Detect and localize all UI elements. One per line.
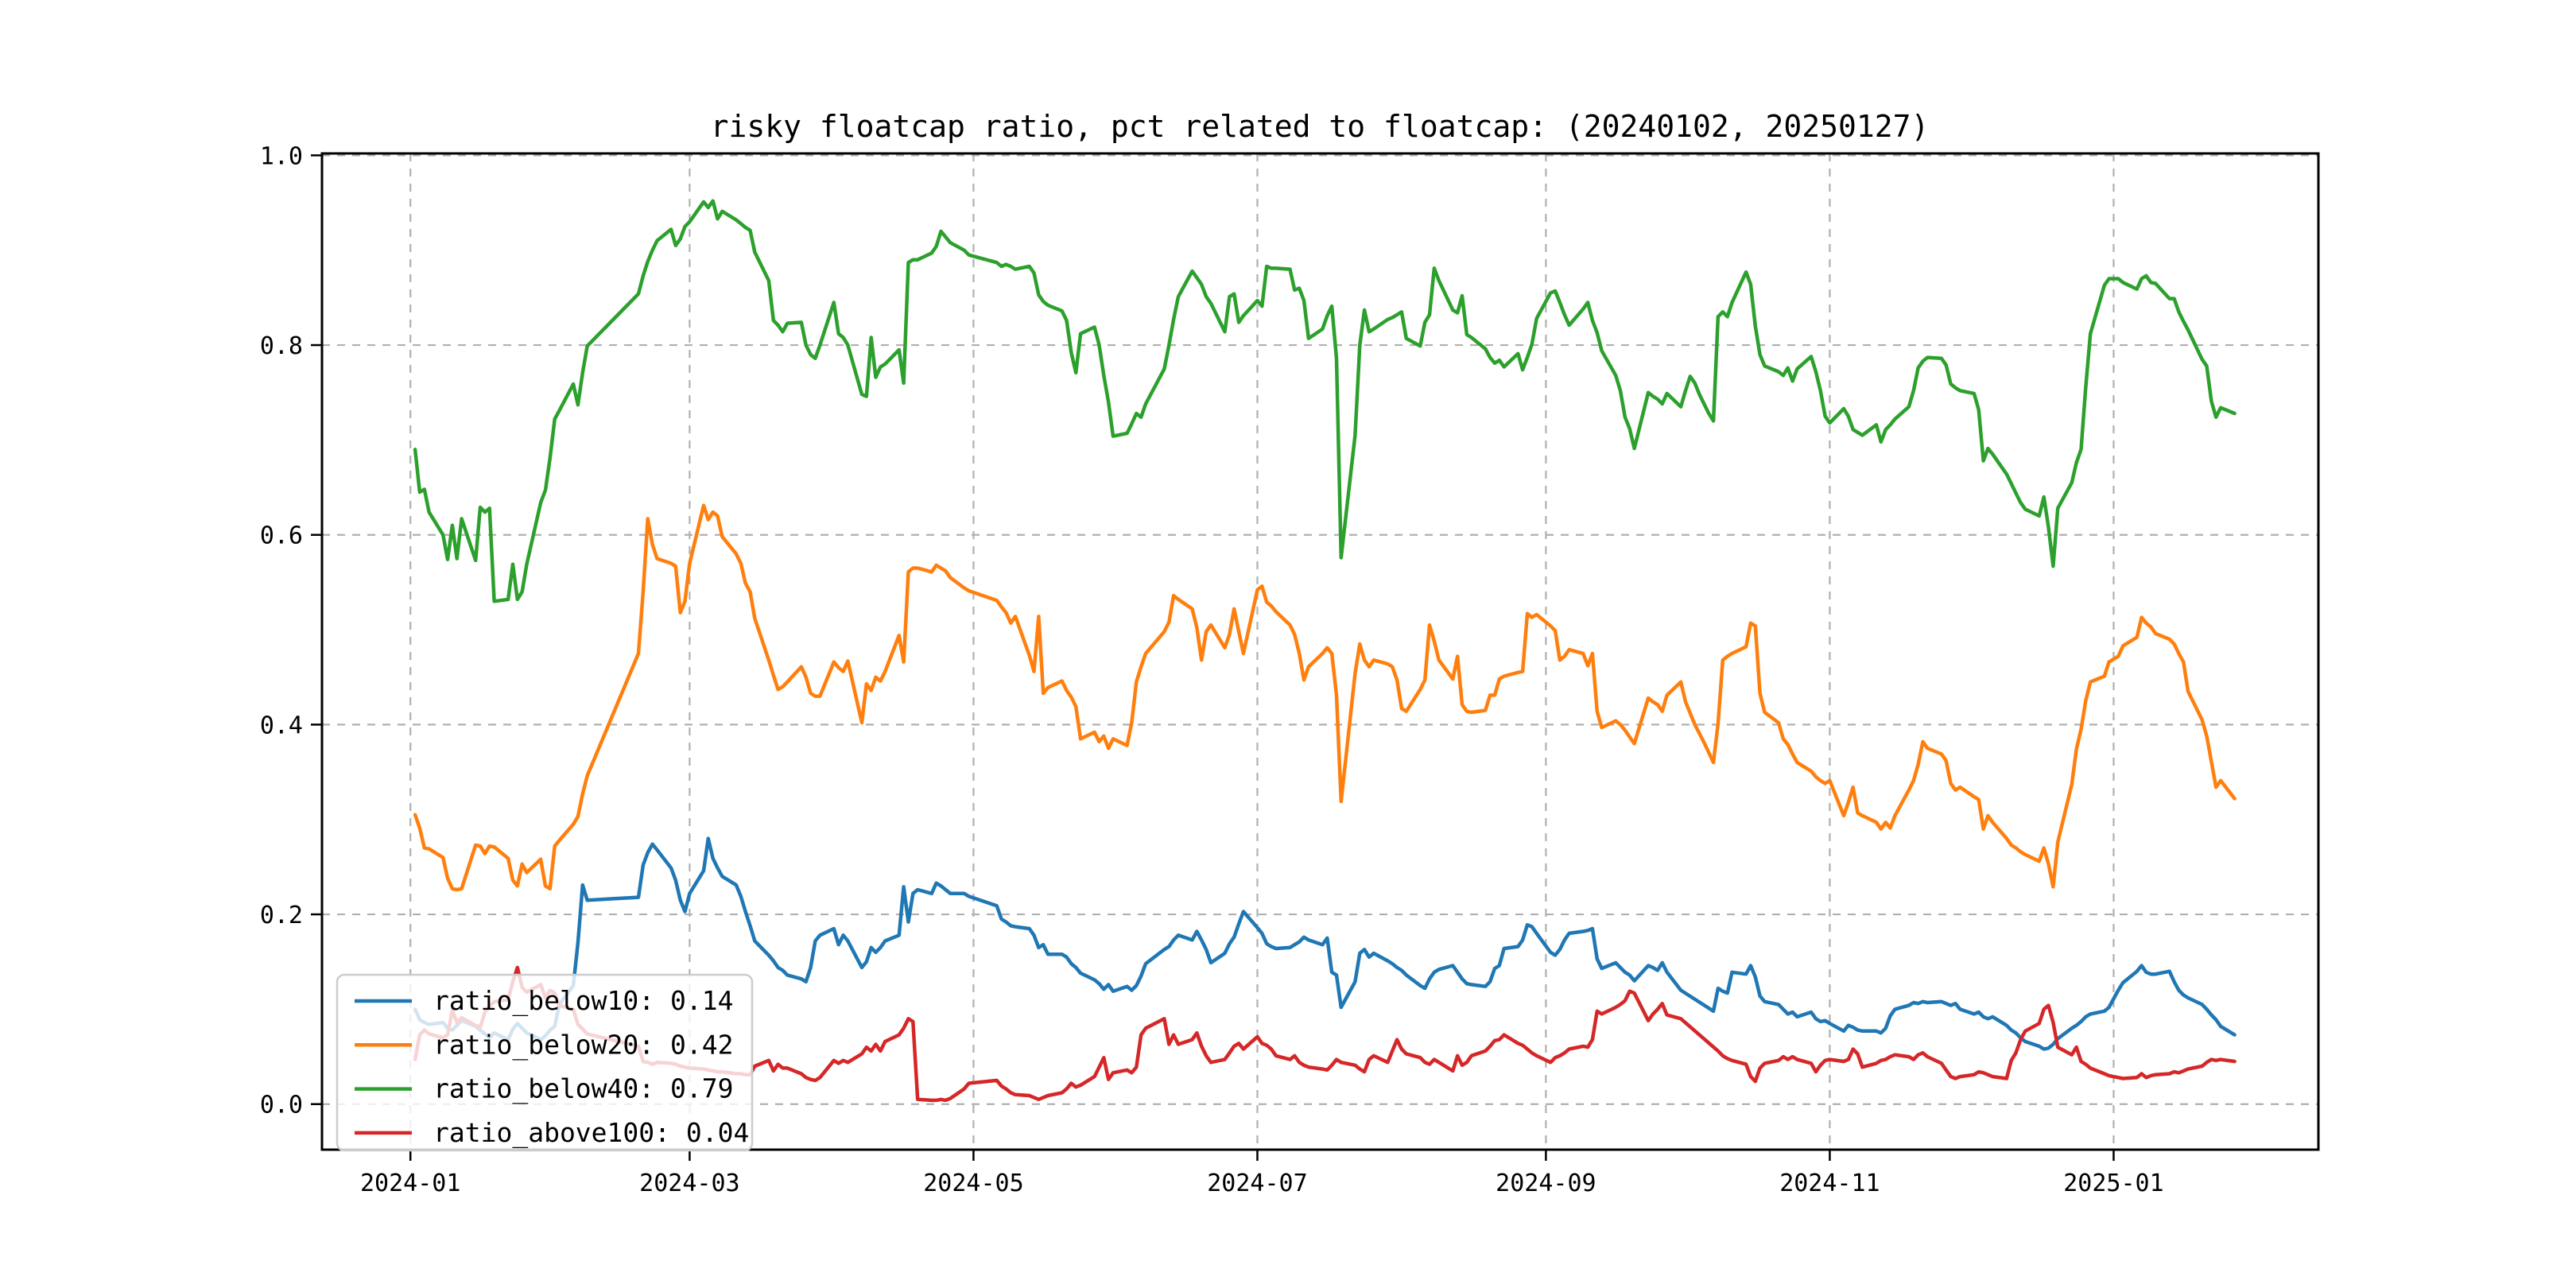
x-tick-label: 2024-05: [923, 1170, 1023, 1197]
series-line-ratio_below20: [413, 503, 2237, 892]
x-tick-label: 2024-03: [639, 1170, 739, 1197]
chart-title: risky floatcap ratio, pct related to flo…: [711, 109, 1930, 144]
series-line-ratio_below40: [413, 199, 2237, 603]
y-tick-label: 0.8: [260, 332, 303, 360]
y-tick-label: 1.0: [260, 142, 303, 170]
x-tick-label: 2025-01: [2063, 1170, 2163, 1197]
legend-label-ratio_below10: ratio_below10: 0.14: [433, 985, 734, 1017]
y-tick-label: 0.4: [260, 712, 303, 739]
y-tick-label: 0.0: [260, 1092, 303, 1119]
x-tick-label: 2024-07: [1207, 1170, 1307, 1197]
x-tick-label: 2024-09: [1496, 1170, 1596, 1197]
grid-layer: [322, 153, 2318, 1150]
legend-label-ratio_above100: ratio_above100: 0.04: [433, 1117, 749, 1149]
y-tick-label: 0.6: [260, 522, 303, 550]
series-line-ratio_below10: [413, 836, 2237, 1051]
x-tick-label: 2024-01: [360, 1170, 460, 1197]
plot-spines: [320, 152, 2320, 1151]
legend-label-ratio_below20: ratio_below20: 0.42: [433, 1029, 734, 1061]
axes-layer: 2024-01 2024-03 2024-05 2024-07 2024-09 2024-…: [260, 142, 2320, 1197]
y-tick-label: 0.2: [260, 902, 303, 929]
legend: ratio_below10: 0.14 ratio_below20: 0.42 ra…: [336, 973, 754, 1152]
x-tick-label: 2024-11: [1779, 1170, 1880, 1197]
series-layer: [413, 199, 2237, 1103]
legend-label-ratio_below40: ratio_below40: 0.79: [433, 1073, 734, 1105]
legend-box: [336, 973, 754, 1152]
